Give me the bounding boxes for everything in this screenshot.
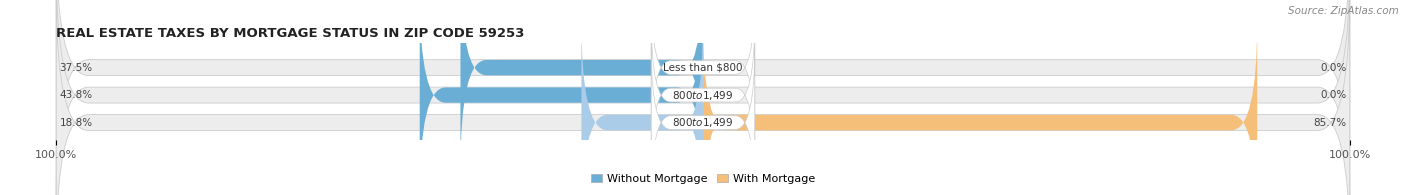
- FancyBboxPatch shape: [651, 20, 755, 171]
- FancyBboxPatch shape: [651, 0, 755, 143]
- FancyBboxPatch shape: [56, 0, 1350, 195]
- Text: 0.0%: 0.0%: [1320, 63, 1347, 73]
- FancyBboxPatch shape: [461, 0, 703, 170]
- Text: Less than $800: Less than $800: [664, 63, 742, 73]
- FancyBboxPatch shape: [420, 0, 703, 195]
- FancyBboxPatch shape: [56, 0, 1350, 195]
- Text: 85.7%: 85.7%: [1313, 118, 1347, 128]
- Legend: Without Mortgage, With Mortgage: Without Mortgage, With Mortgage: [586, 169, 820, 189]
- FancyBboxPatch shape: [703, 20, 1257, 195]
- Text: 0.0%: 0.0%: [1320, 90, 1347, 100]
- Text: $800 to $1,499: $800 to $1,499: [672, 89, 734, 102]
- Text: 18.8%: 18.8%: [59, 118, 93, 128]
- FancyBboxPatch shape: [56, 0, 1350, 195]
- FancyBboxPatch shape: [651, 47, 755, 195]
- Text: Source: ZipAtlas.com: Source: ZipAtlas.com: [1288, 6, 1399, 16]
- Text: 43.8%: 43.8%: [59, 90, 93, 100]
- Text: REAL ESTATE TAXES BY MORTGAGE STATUS IN ZIP CODE 59253: REAL ESTATE TAXES BY MORTGAGE STATUS IN …: [56, 27, 524, 40]
- FancyBboxPatch shape: [582, 20, 703, 195]
- Text: $800 to $1,499: $800 to $1,499: [672, 116, 734, 129]
- Text: 37.5%: 37.5%: [59, 63, 93, 73]
